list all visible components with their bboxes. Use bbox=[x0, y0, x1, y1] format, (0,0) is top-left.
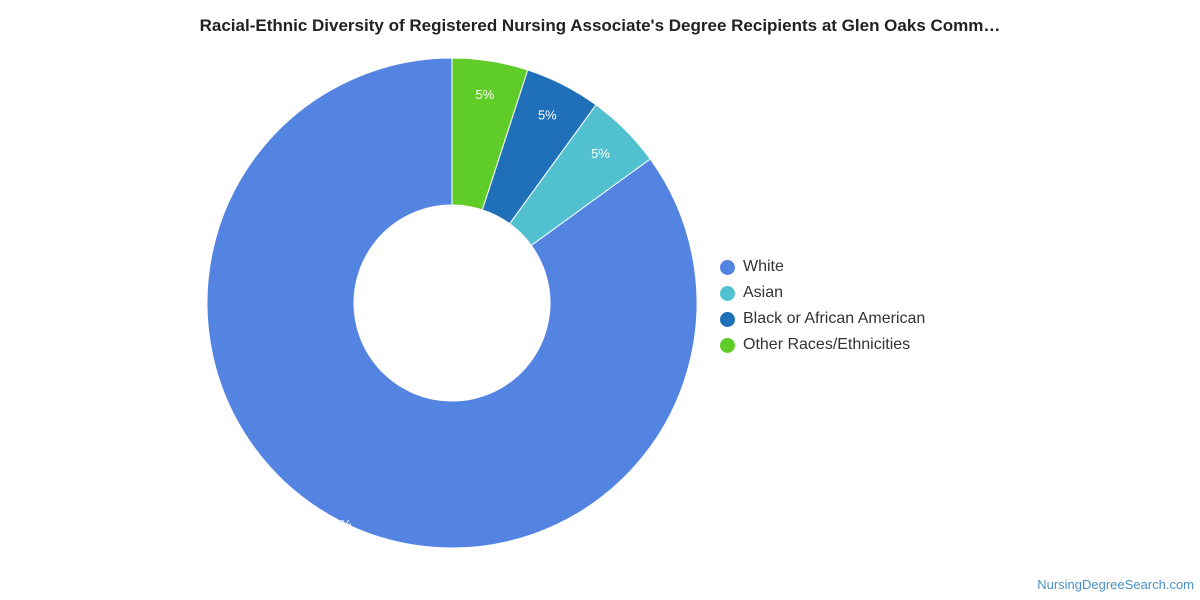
legend-label-white: White bbox=[743, 258, 784, 275]
legend-swatch-asian bbox=[720, 285, 735, 301]
legend-swatch-other bbox=[720, 337, 735, 353]
legend-item-white[interactable]: White bbox=[720, 254, 925, 280]
legend-swatch-white bbox=[720, 259, 735, 275]
legend-swatch-black bbox=[720, 311, 735, 327]
data-label-black: 5% bbox=[538, 107, 557, 122]
legend-item-black[interactable]: Black or African American bbox=[720, 306, 925, 332]
data-label-white: 85% bbox=[325, 517, 351, 532]
legend-label-other: Other Races/Ethnicities bbox=[743, 336, 911, 353]
legend-item-asian[interactable]: Asian bbox=[720, 280, 925, 306]
data-label-other: 5% bbox=[475, 87, 494, 102]
legend: White Asian Black or African American Ot… bbox=[720, 254, 925, 358]
legend-item-other[interactable]: Other Races/Ethnicities bbox=[720, 332, 925, 358]
slice-white[interactable] bbox=[206, 57, 698, 549]
source-link[interactable]: NursingDegreeSearch.com bbox=[1037, 577, 1194, 592]
legend-label-black: Black or African American bbox=[743, 310, 926, 327]
legend-label-asian: Asian bbox=[743, 284, 784, 301]
slice-other[interactable] bbox=[451, 57, 529, 211]
data-label-asian: 5% bbox=[591, 146, 610, 161]
chart-title: Racial-Ethnic Diversity of Registered Nu… bbox=[199, 16, 1001, 35]
